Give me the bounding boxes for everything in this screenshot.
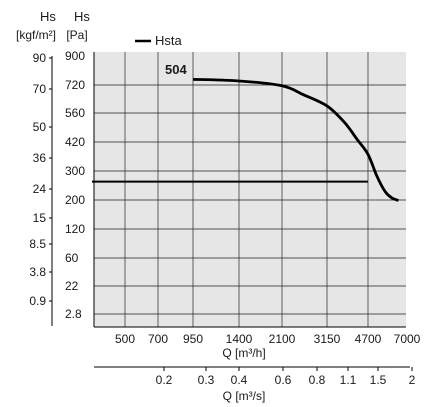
m3s-tick-label: 2 — [409, 373, 416, 387]
pa-tick-label: 560 — [65, 106, 85, 120]
m3h-tick-label: 500 — [115, 332, 135, 346]
kgf-tick-label: 36 — [33, 151, 47, 165]
kgf-axis-unit: [kgf/m²] — [16, 28, 56, 42]
pa-tick-label: 900 — [65, 49, 85, 63]
kgf-tick-label: 90 — [33, 51, 47, 65]
kgf-axis-header: Hs — [40, 9, 56, 24]
pa-tick-label: 300 — [65, 164, 85, 178]
m3h-tick-label: 7000 — [394, 332, 421, 346]
m3h-tick-label: 950 — [183, 332, 203, 346]
pa-tick-label: 200 — [65, 193, 85, 207]
m3h-tick-label: 700 — [148, 332, 168, 346]
pa-axis-unit: [Pa] — [66, 28, 87, 42]
kgf-tick-label: 50 — [33, 120, 47, 134]
series-label-504: 504 — [165, 62, 187, 77]
m3s-tick-labels: 0.2 0.3 0.4 0.6 0.8 1.1 1.5 2 — [156, 367, 416, 387]
m3h-tick-label: 3150 — [314, 332, 341, 346]
m3s-tick-label: 0.8 — [309, 373, 326, 387]
m3h-tick-label: 2100 — [269, 332, 296, 346]
m3s-tick-label: 0.4 — [231, 373, 248, 387]
grid — [94, 52, 406, 327]
kgf-tick-label: 8.5 — [29, 237, 46, 251]
pa-tick-label: 420 — [65, 135, 85, 149]
kgf-tick-label: 70 — [33, 82, 47, 96]
pa-tick-label: 22 — [65, 279, 79, 293]
kgf-tick-label: 15 — [33, 211, 47, 225]
m3s-tick-label: 1.5 — [370, 373, 387, 387]
kgf-tick-labels: 90 70 50 36 24 15 8.5 3.8 0.9 — [29, 51, 52, 308]
pa-tick-label: 720 — [65, 78, 85, 92]
m3s-tick-label: 0.3 — [198, 373, 215, 387]
pa-tick-label: 60 — [65, 251, 79, 265]
kgf-tick-label: 24 — [33, 182, 47, 196]
x-axis-label-m3s: Q [m³/s] — [223, 389, 266, 403]
kgf-tick-label: 3.8 — [29, 265, 46, 279]
m3h-tick-label: 1400 — [226, 332, 253, 346]
legend-label-hsta: Hsta — [155, 33, 183, 48]
series-line-hsta — [192, 78, 399, 202]
pa-axis-header: Hs — [74, 9, 90, 24]
m3h-tick-label: 4700 — [355, 332, 382, 346]
pa-tick-label: 2.8 — [65, 307, 82, 321]
m3s-tick-label: 1.1 — [340, 373, 357, 387]
pa-tick-label: 120 — [65, 222, 85, 236]
x-axis-label-m3h: Q [m³/h] — [222, 346, 265, 360]
m3h-tick-labels: 500 700 950 1400 2100 3150 4700 7000 — [115, 332, 421, 346]
plot-area — [94, 52, 406, 327]
kgf-tick-label: 0.9 — [29, 294, 46, 308]
pa-tick-labels: 900 720 560 420 300 200 120 60 22 2.8 — [65, 49, 85, 321]
m3s-tick-label: 0.2 — [156, 373, 173, 387]
m3s-tick-label: 0.6 — [275, 373, 292, 387]
